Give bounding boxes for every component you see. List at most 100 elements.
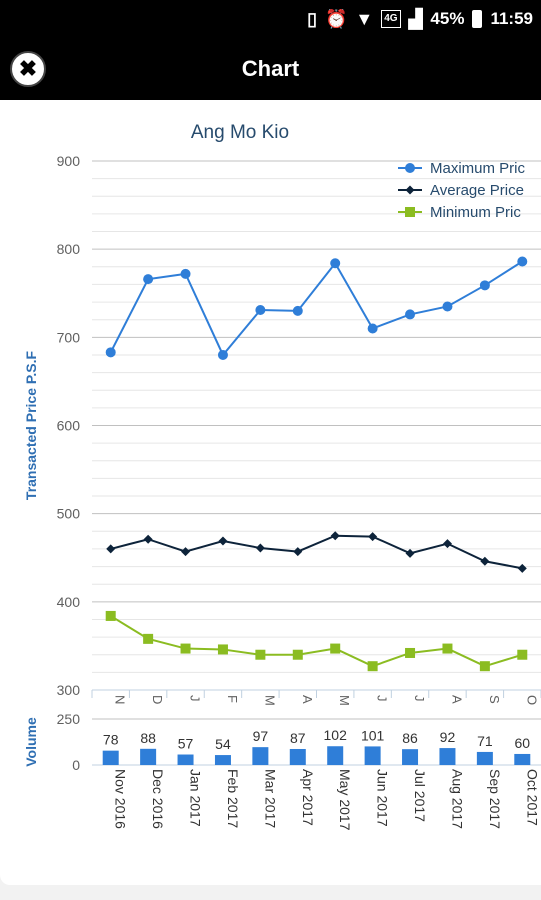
point-avg-price	[442, 539, 452, 549]
x-tick-label-short: A	[300, 695, 315, 704]
point-min-price	[442, 643, 453, 654]
point-max-price	[105, 347, 116, 358]
legend-marker	[405, 185, 415, 195]
x-tick-label-short: J	[188, 695, 203, 702]
volume-data-label: 97	[253, 728, 269, 744]
volume-bar	[289, 748, 306, 765]
point-max-price	[217, 349, 228, 360]
x-tick-label-short: M	[262, 695, 277, 706]
y-tick-label: 300	[57, 682, 81, 698]
volume-bar	[364, 746, 381, 765]
series-line-1	[110, 534, 523, 570]
x-tick-label-short: J	[375, 695, 390, 702]
volume-data-label: 86	[402, 730, 418, 746]
point-avg-price	[368, 532, 378, 542]
status-bar: ▯ ⏰ ▼ 4G ▟ 45% 11:59	[0, 0, 541, 38]
point-min-price	[255, 649, 266, 660]
status-icons: ▯ ⏰ ▼ 4G ▟ 45% 11:59	[307, 0, 533, 38]
x-tick-label: Jan 2017	[188, 769, 204, 827]
point-max-price	[180, 268, 191, 279]
chart-card: 300 400 500 600 700 800 900 Transacted Price P.…	[0, 100, 541, 885]
y-tick-label: 800	[57, 241, 81, 257]
volume-data-label: 88	[140, 730, 156, 746]
point-avg-price	[330, 531, 340, 541]
volume-bar	[140, 748, 157, 765]
series-line-0	[109, 260, 523, 357]
volume-axis-label: Volume	[23, 717, 39, 767]
point-avg-price	[293, 547, 303, 557]
y-tick-label: 700	[57, 329, 81, 345]
clock: 11:59	[490, 9, 533, 28]
page-title: Chart	[241, 56, 300, 81]
point-avg-price	[181, 547, 191, 557]
vibrate-icon: ▯	[307, 9, 317, 29]
x-tick-label: Feb 2017	[225, 769, 241, 828]
wifi-icon: ▼	[355, 9, 374, 29]
point-avg-price	[517, 563, 527, 573]
x-tick-label: Sep 2017	[487, 769, 503, 829]
close-icon: ✖	[18, 56, 38, 81]
point-min-price	[180, 643, 191, 654]
volume-bar	[214, 755, 231, 765]
point-avg-price	[405, 548, 415, 558]
x-tick-label: Jul 2017	[412, 769, 428, 822]
point-avg-price	[255, 543, 265, 553]
x-tick-label-short: M	[337, 695, 352, 706]
point-min-price	[217, 644, 228, 655]
y-tick-label: 500	[57, 506, 81, 522]
volume-data-label: 92	[440, 729, 456, 745]
x-tick-label: May 2017	[337, 769, 353, 831]
volume-data-label: 101	[361, 727, 385, 743]
point-avg-price	[218, 536, 228, 546]
y-tick-label: 900	[57, 153, 81, 169]
volume-bar	[514, 753, 531, 765]
volume-data-label: 54	[215, 736, 231, 752]
chart-title: Ang Mo Kio	[191, 122, 289, 143]
volume-bar	[327, 746, 344, 765]
battery-percent: 45%	[430, 9, 465, 28]
x-tick-label: Jun 2017	[375, 769, 391, 827]
volume-y-tick-label: 0	[72, 757, 80, 773]
volume-data-label: 102	[324, 727, 348, 743]
x-tick-label-short: S	[487, 695, 502, 704]
x-tick-label-short: F	[225, 695, 240, 703]
point-avg-price	[106, 544, 116, 554]
point-min-price	[367, 661, 378, 672]
legend-label: Average Price	[430, 182, 524, 199]
close-button[interactable]: ✖	[10, 51, 46, 87]
y-tick-label: 600	[57, 418, 81, 434]
y-tick-label: 400	[57, 594, 81, 610]
volume-bar	[177, 754, 194, 765]
x-tick-label-short: J	[412, 695, 427, 702]
point-max-price	[367, 323, 378, 334]
volume-bar	[439, 748, 456, 765]
volume-data-label: 78	[103, 732, 119, 748]
point-max-price	[143, 274, 154, 285]
point-min-price	[405, 647, 416, 658]
volume-data-label: 60	[515, 735, 531, 751]
point-max-price	[330, 258, 341, 269]
x-tick-label: Nov 2016	[113, 769, 129, 829]
volume-bar	[402, 749, 419, 765]
point-min-price	[292, 649, 303, 660]
y-axis-label: Transacted Price P.S.F	[23, 350, 39, 500]
x-tick-label: Oct 2017	[524, 769, 540, 826]
x-tick-label: Dec 2016	[150, 769, 166, 829]
point-max-price	[255, 305, 266, 316]
point-max-price	[405, 309, 416, 320]
volume-data-label: 71	[477, 733, 493, 749]
volume-y-tick-label: 250	[57, 711, 81, 727]
x-tick-label-short: D	[150, 695, 165, 704]
x-tick-label: Mar 2017	[262, 769, 278, 828]
x-tick-label: Aug 2017	[449, 769, 465, 829]
point-avg-price	[143, 534, 153, 544]
point-min-price	[479, 661, 490, 672]
point-min-price	[330, 643, 341, 654]
point-min-price	[143, 633, 154, 644]
volume-bar	[476, 751, 493, 765]
x-tick-label-short: O	[524, 695, 539, 705]
legend-marker	[405, 207, 415, 217]
volume-bar	[252, 747, 269, 765]
x-tick-label-short: A	[449, 695, 464, 704]
